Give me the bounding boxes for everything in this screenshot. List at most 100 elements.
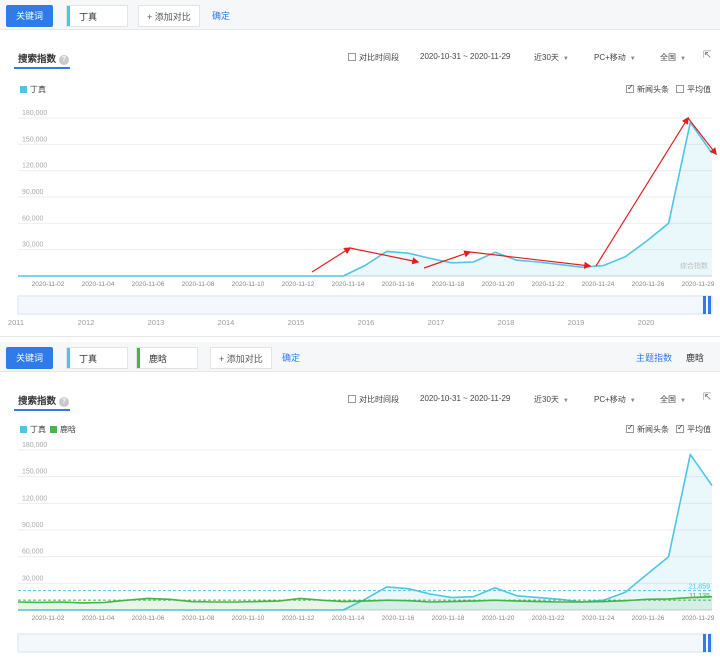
region-select[interactable]: 全国 ▼ — [660, 395, 686, 404]
x-tick-label: 2020-11-12 — [282, 615, 315, 622]
panel-title: 搜索指数? — [18, 51, 70, 65]
y-tick-label: 150,000 — [22, 469, 47, 476]
keyword-button[interactable]: 关键词 — [6, 5, 54, 27]
red-arrow — [687, 117, 717, 156]
caret-down-icon: ▼ — [562, 56, 569, 62]
compare-period-checkbox[interactable]: 对比时间段 — [348, 52, 399, 63]
keyword-button[interactable]: 关键词 — [6, 347, 54, 369]
timeline-year-label: 2019 — [568, 318, 585, 327]
checkbox-icon — [348, 53, 356, 61]
add-compare-button[interactable]: + 添加对比 — [138, 5, 200, 27]
red-arrow — [595, 116, 689, 267]
caret-down-icon: ▼ — [562, 398, 569, 404]
date-range[interactable]: 2020-10-31 ~ 2020-11-29 — [420, 394, 511, 403]
x-tick-label: 2020-11-24 — [582, 615, 615, 622]
x-tick-label: 2020-11-04 — [82, 281, 115, 288]
checkbox-icon — [348, 395, 356, 403]
y-tick-label: 90,000 — [22, 189, 44, 196]
average-label: 11,135 — [689, 593, 710, 600]
x-tick-label: 2020-11-22 — [532, 615, 565, 622]
series-line — [18, 121, 713, 277]
checkbox-icon — [626, 83, 634, 93]
average-checkbox[interactable]: 平均值 — [676, 423, 711, 435]
title-underline — [14, 67, 70, 69]
keyword-term-luhan[interactable]: 鹿晗 — [136, 347, 198, 369]
timeline-year-label: 2016 — [358, 318, 375, 327]
region-select[interactable]: 全国 ▼ — [660, 53, 686, 62]
x-tick-label: 2020-11-22 — [532, 281, 565, 288]
device-select[interactable]: PC+移动 ▼ — [594, 395, 636, 404]
keyword-term-label: 丁真 — [79, 354, 98, 364]
topic-term[interactable]: 鹿晗 — [686, 353, 705, 363]
timeline-year-label: 2013 — [148, 318, 165, 327]
series-area — [18, 596, 712, 610]
keyword-bar: 关键词 丁真 + 添加对比 确定 — [0, 0, 720, 30]
red-arrow — [423, 250, 472, 269]
x-tick-label: 2020-11-14 — [332, 615, 365, 622]
x-tick-label: 2020-11-14 — [332, 281, 365, 288]
red-arrow — [469, 251, 592, 269]
compare-period-checkbox[interactable]: 对比时间段 — [348, 394, 399, 405]
share-icon[interactable]: ⇱ — [703, 50, 712, 61]
help-icon[interactable]: ? — [59, 397, 70, 407]
period-select[interactable]: 近30天 ▼ — [534, 53, 569, 62]
legend-item[interactable]: 鹿晗 — [50, 424, 76, 435]
chart-toolbar: 搜索指数? 对比时间段 2020-10-31 ~ 2020-11-29 近30天… — [0, 386, 720, 412]
caret-down-icon: ▼ — [680, 398, 686, 404]
timeline-year-label: 2011 — [8, 318, 24, 327]
x-tick-label: 2020-11-04 — [82, 615, 115, 622]
timeline-handle — [703, 634, 706, 652]
x-tick-label: 2020-11-18 — [432, 281, 465, 288]
term-color-stripe — [67, 348, 70, 368]
x-tick-label: 2020-11-02 — [32, 615, 65, 622]
keyword-term-label: 鹿晗 — [149, 354, 168, 364]
timeline-handle — [703, 296, 706, 314]
timeline-navigator — [17, 633, 713, 653]
period-select[interactable]: 近30天 ▼ — [534, 395, 569, 404]
news-headline-checkbox[interactable]: 新闻头条 — [626, 83, 669, 95]
share-icon[interactable]: ⇱ — [703, 392, 712, 403]
y-tick-label: 60,000 — [22, 549, 44, 556]
x-tick-label: 2020-11-20 — [482, 615, 515, 622]
x-tick-label: 2020-11-20 — [482, 281, 515, 288]
timeline-year-label: 2020 — [638, 318, 655, 327]
average-checkbox[interactable]: 平均值 — [676, 84, 711, 95]
term-color-stripe — [137, 348, 140, 368]
search-index-chart-1: 30,000 60,000 90,000 120,000 150,000 180,000 2… — [8, 110, 717, 327]
average-label: 21,859 — [689, 584, 711, 591]
timeline-year-label: 2018 — [498, 318, 515, 327]
y-tick-label: 60,000 — [22, 215, 44, 222]
topic-index-tab[interactable]: 主题指数 — [636, 353, 673, 363]
red-arrow — [349, 247, 420, 265]
x-tick-label: 2020-11-10 — [232, 615, 265, 622]
series-line — [18, 453, 713, 611]
y-tick-label: 180,000 — [22, 110, 47, 117]
date-range[interactable]: 2020-10-31 ~ 2020-11-29 — [420, 52, 511, 61]
x-tick-label: 2020-11-02 — [32, 281, 65, 288]
device-select[interactable]: PC+移动 ▼ — [594, 53, 636, 62]
news-headline-checkbox[interactable]: 新闻头条 — [626, 423, 669, 435]
help-icon[interactable]: ? — [59, 55, 70, 65]
legend-item[interactable]: 丁真 — [20, 424, 46, 435]
legend-swatch — [20, 86, 27, 93]
legend-item[interactable]: 丁真 — [20, 84, 46, 95]
keyword-bar: 关键词 丁真 鹿晗 + 添加对比 确定 主题指数 鹿晗 — [0, 342, 720, 372]
x-tick-label: 2020-11-18 — [432, 615, 465, 622]
add-compare-button[interactable]: + 添加对比 — [210, 347, 272, 369]
series-area — [18, 122, 712, 277]
timeline-year-label: 2012 — [78, 318, 95, 327]
y-tick-label: 120,000 — [22, 495, 47, 502]
checkbox-icon — [676, 85, 684, 93]
timeline-year-label: 2014 — [218, 318, 235, 327]
x-tick-label: 2020-11-06 — [132, 281, 165, 288]
confirm-button[interactable]: 确定 — [282, 353, 301, 363]
title-underline — [14, 409, 70, 411]
y-tick-label: 120,000 — [22, 163, 47, 170]
keyword-term-dingzhen[interactable]: 丁真 — [66, 347, 128, 369]
y-tick-label: 30,000 — [22, 242, 44, 249]
x-tick-label: 2020-11-16 — [382, 615, 415, 622]
y-tick-label: 30,000 — [22, 575, 44, 582]
keyword-term-dingzhen[interactable]: 丁真 — [66, 5, 128, 27]
timeline-handle — [708, 296, 711, 314]
confirm-button[interactable]: 确定 — [212, 11, 231, 21]
